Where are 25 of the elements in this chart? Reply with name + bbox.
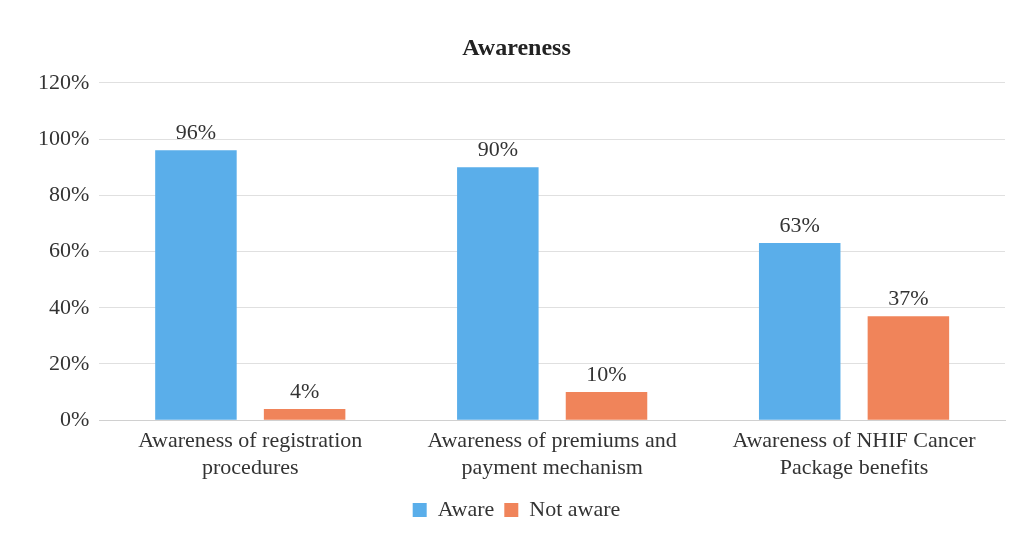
x-tick-label: Awareness of premiums and payment mechanism — [427, 427, 677, 479]
data-label: 37% — [888, 284, 929, 310]
data-label: 63% — [779, 211, 820, 237]
bar — [457, 167, 539, 420]
bar — [867, 316, 950, 420]
bar — [565, 392, 648, 420]
legend-label: Not aware — [529, 495, 621, 521]
data-label: 96% — [175, 119, 217, 145]
bar — [263, 408, 346, 420]
y-tick-label: 120% — [38, 68, 90, 94]
bar — [758, 243, 841, 420]
x-tick-label: Awareness of NHIF Cancer Package benefits — [732, 427, 977, 479]
data-label: 90% — [477, 135, 518, 161]
y-tick-label: 20% — [49, 349, 90, 375]
y-tick-label: 0% — [60, 405, 90, 431]
y-tick-label: 60% — [49, 237, 90, 263]
x-tick-label: Awareness of registration procedures — [138, 427, 363, 479]
y-tick-label: 100% — [38, 124, 90, 150]
chart-title: Awareness — [462, 33, 571, 60]
data-label: 10% — [586, 360, 627, 386]
y-tick-label: 40% — [49, 293, 90, 319]
bar — [155, 150, 237, 420]
legend-label: Aware — [437, 495, 495, 521]
data-label: 4% — [289, 377, 320, 403]
y-tick-label: 80% — [49, 181, 90, 207]
